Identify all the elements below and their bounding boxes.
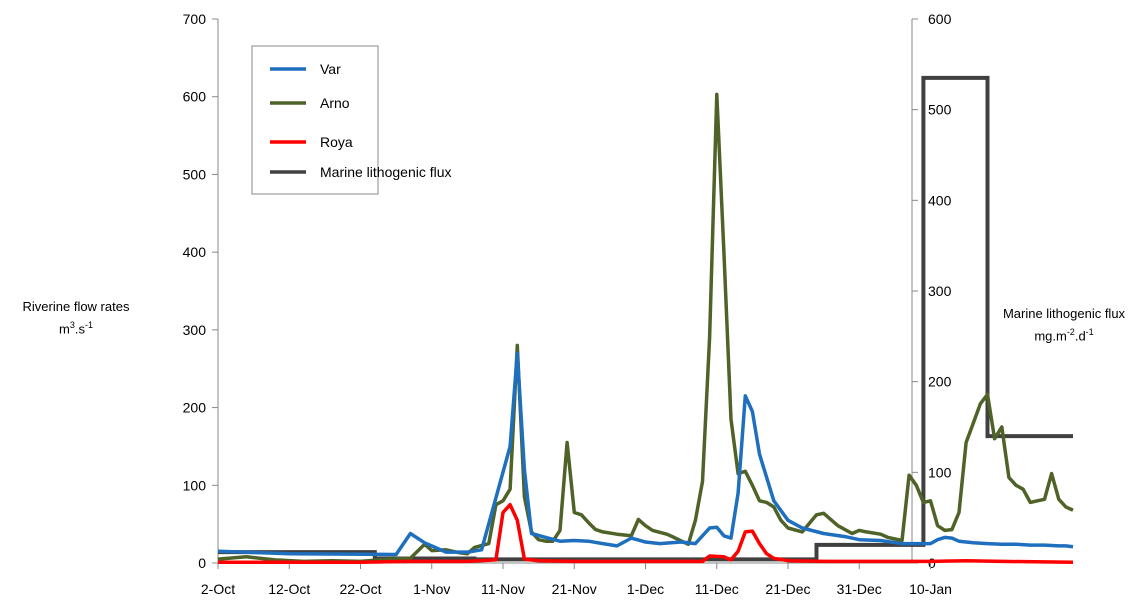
series-line-var bbox=[217, 351, 1074, 557]
left-tick-label: 300 bbox=[183, 322, 207, 338]
left-tick-label: 400 bbox=[183, 244, 207, 260]
left-axis-title: Riverine flow rates m3.s-1 bbox=[0, 298, 152, 338]
right-tick-label: 300 bbox=[928, 283, 952, 299]
right-tick-label: 200 bbox=[928, 374, 952, 390]
x-tick-label: 12-Oct bbox=[268, 581, 310, 597]
x-tick-label: 11-Nov bbox=[481, 581, 525, 597]
x-tick-label: 2-Oct bbox=[201, 581, 235, 597]
x-tick-label: 10-Jan bbox=[909, 581, 952, 597]
legend-label: Marine lithogenic flux bbox=[320, 164, 452, 180]
x-tick-label: 22-Oct bbox=[339, 581, 381, 597]
left-tick-label: 200 bbox=[183, 400, 207, 416]
x-tick-label: 1-Nov bbox=[413, 581, 450, 597]
x-tick-label: 1-Dec bbox=[627, 581, 664, 597]
x-tick-label: 21-Nov bbox=[552, 581, 597, 597]
left-tick-label: 600 bbox=[183, 89, 207, 105]
left-tick-label: 100 bbox=[183, 477, 207, 493]
chart-axes: 0100200300400500600700010020030040050060… bbox=[183, 11, 952, 597]
left-tick-label: 500 bbox=[183, 166, 207, 182]
series-line-arno bbox=[217, 92, 1074, 564]
legend-label: Roya bbox=[320, 134, 353, 150]
right-axis-title-line1: Marine lithogenic flux bbox=[1002, 306, 1126, 321]
left-tick-label: 0 bbox=[198, 555, 206, 571]
x-tick-label: 11-Dec bbox=[695, 581, 739, 597]
left-axis-title-line2: m3.s-1 bbox=[59, 320, 93, 337]
right-axis-title: Marine lithogenic flux mg.m-2.d-1 bbox=[980, 305, 1148, 345]
series-layer bbox=[217, 75, 1074, 564]
left-axis-title-line1: Riverine flow rates bbox=[22, 299, 130, 314]
right-tick-label: 100 bbox=[928, 464, 952, 480]
series-line-roya bbox=[218, 502, 1074, 564]
legend-label: Arno bbox=[320, 95, 350, 111]
right-axis-title-line2: mg.m-2.d-1 bbox=[1034, 327, 1094, 344]
x-tick-label: 21-Dec bbox=[765, 581, 810, 597]
right-tick-label: 600 bbox=[928, 11, 952, 27]
legend-label: Var bbox=[320, 61, 341, 77]
x-tick-label: 31-Dec bbox=[837, 581, 882, 597]
legend: Var Arno Roya Marine lithogenic flux bbox=[251, 45, 452, 195]
right-tick-label: 500 bbox=[928, 102, 952, 118]
right-tick-label: 400 bbox=[928, 192, 952, 208]
left-tick-label: 700 bbox=[183, 11, 207, 27]
